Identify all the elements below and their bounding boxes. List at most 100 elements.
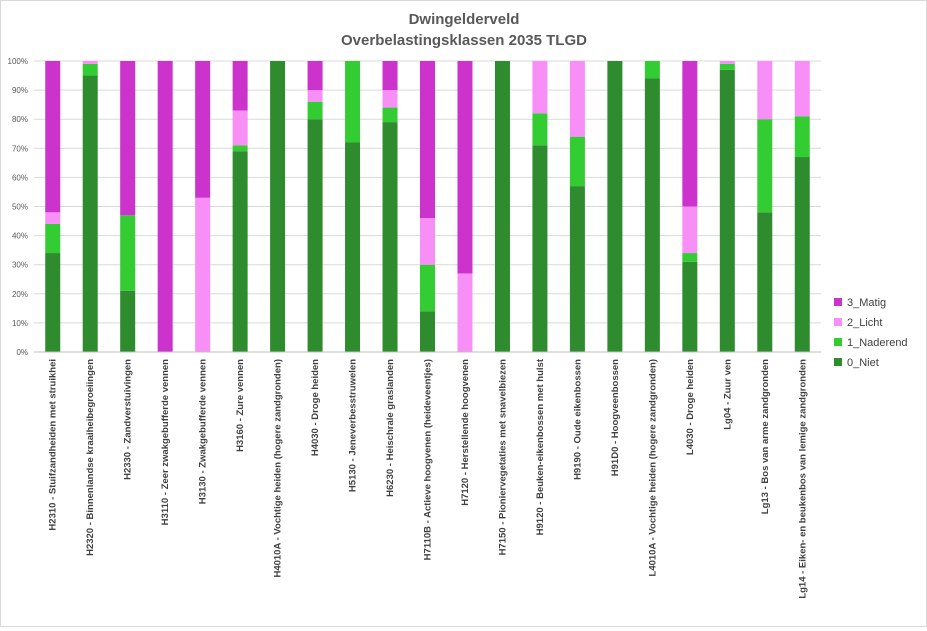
x-category-label: H3130 - Zwakgebufferde vennen — [198, 359, 209, 504]
y-tick-label: 0% — [16, 348, 28, 357]
bars — [45, 61, 810, 353]
x-category-label: H7120 - Herstellende hoogvenen — [460, 359, 471, 506]
bar-segment-1_naderend — [382, 107, 398, 123]
y-axis-tick-labels: 0% 10% 20% 30% 40% 50% 60% 70% 80% 90% 100% — [8, 57, 28, 357]
bar-segment-0_niet — [270, 61, 286, 352]
bar-segment-2_licht — [307, 90, 323, 102]
x-category-label: H9190 - Oude eikenbossen — [572, 359, 583, 480]
bar-segment-3_matig — [682, 61, 698, 207]
bar-segment-1_naderend — [345, 61, 361, 143]
bar-segment-2_licht — [45, 212, 61, 224]
bar-segment-2_licht — [719, 61, 735, 64]
bar-segment-1_naderend — [794, 116, 810, 158]
bar-segment-0_niet — [719, 69, 735, 352]
bar-segment-3_matig — [120, 61, 136, 216]
chart-subtitle: Overbelastingsklassen 2035 TLGD — [341, 32, 587, 49]
bar-segment-0_niet — [794, 157, 810, 352]
x-category-label: H4010A - Vochtige heiden (hogere zandgro… — [273, 359, 284, 578]
x-category-label: L4010A - Vochtige heiden (hogere zandgro… — [647, 359, 658, 576]
y-tick-label: 20% — [12, 290, 28, 299]
x-category-label: H4030 - Droge heiden — [310, 359, 321, 456]
bar-segment-0_niet — [82, 75, 98, 353]
bar-segment-1_naderend — [532, 113, 548, 146]
bar-segment-0_niet — [232, 151, 248, 352]
x-axis-category-labels: H2310 - Stuifzandheiden met struikhei H23… — [48, 358, 809, 598]
x-category-label: Lg13 - Bos van arme zandgronden — [760, 359, 771, 514]
bar-segment-2_licht — [757, 61, 773, 120]
bar-segment-0_niet — [120, 290, 136, 352]
bar-segment-3_matig — [307, 61, 323, 91]
bar-segment-2_licht — [82, 61, 98, 64]
x-category-label: H3110 - Zeer zwakgebufferde vennen — [160, 359, 171, 526]
bar-segment-3_matig — [195, 61, 211, 198]
bar-segment-0_niet — [644, 78, 660, 353]
bar-segment-0_niet — [420, 311, 435, 352]
x-category-label: H7110B - Actieve hoogvenen (heideveentje… — [423, 359, 434, 560]
bar-segment-2_licht — [195, 197, 211, 352]
x-category-label: Lg14 - Eiken- en beukenbos van lemige za… — [797, 359, 808, 599]
bar-segment-1_naderend — [420, 264, 435, 312]
bar-segment-0_niet — [345, 142, 361, 352]
legend-swatch — [834, 338, 842, 346]
x-category-label: H2330 - Zandverstuivingen — [123, 359, 134, 480]
y-tick-label: 50% — [12, 203, 28, 212]
x-category-label: L4030 - Droge heiden — [685, 359, 696, 455]
bar-segment-0_niet — [607, 61, 623, 352]
y-tick-label: 90% — [12, 86, 28, 95]
bar-segment-1_naderend — [644, 61, 660, 79]
bar-segment-2_licht — [232, 110, 248, 146]
bar-segment-0_niet — [382, 122, 398, 352]
bar-segment-3_matig — [232, 61, 248, 111]
bar-segment-2_licht — [794, 61, 810, 117]
y-tick-label: 40% — [12, 232, 28, 241]
bar-segment-0_niet — [757, 212, 773, 352]
bar-segment-2_licht — [532, 61, 548, 114]
bar-segment-2_licht — [420, 218, 435, 265]
x-category-label: H2320 - Binnenlandse kraaiheibegroeiinge… — [85, 359, 96, 556]
bar-segment-1_naderend — [757, 119, 773, 213]
bar-segment-1_naderend — [569, 136, 585, 187]
legend-label: 3_Matig — [847, 297, 886, 309]
bar-segment-1_naderend — [232, 145, 248, 152]
x-category-label: H91D0 - Hoogveenbossen — [610, 359, 621, 476]
bar-segment-3_matig — [420, 61, 435, 219]
bar-segment-0_niet — [682, 261, 698, 352]
bar-segment-2_licht — [382, 90, 398, 108]
bar-segment-0_niet — [307, 119, 323, 352]
bar-segment-1_naderend — [307, 101, 323, 120]
bar-segment-0_niet — [494, 61, 510, 352]
legend-label: 0_Niet — [847, 357, 879, 369]
x-category-label: Lg04 - Zuur ven — [722, 359, 733, 430]
x-category-label: H3160 - Zure vennen — [235, 359, 246, 452]
legend-label: 1_Naderend — [847, 337, 908, 349]
bar-segment-0_niet — [569, 186, 585, 352]
bar-segment-1_naderend — [682, 253, 698, 262]
x-category-label: H6230 - Heischrale graslanden — [385, 359, 396, 497]
bar-segment-2_licht — [457, 273, 473, 352]
y-tick-label: 10% — [12, 319, 28, 328]
legend-label: 2_Licht — [847, 317, 882, 329]
bar-segment-2_licht — [682, 206, 698, 254]
bar-segment-2_licht — [569, 61, 585, 137]
x-category-label: H2310 - Stuifzandheiden met struikhei — [48, 359, 59, 531]
legend: 3_Matig 2_Licht 1_Naderend 0_Niet — [834, 297, 908, 369]
y-tick-label: 80% — [12, 115, 28, 124]
bar-segment-1_naderend — [719, 63, 735, 70]
bar-segment-0_niet — [45, 253, 61, 352]
y-tick-label: 60% — [12, 173, 28, 182]
y-tick-label: 30% — [12, 261, 28, 270]
legend-swatch — [834, 298, 842, 306]
bar-segment-1_naderend — [82, 63, 98, 76]
bar-segment-0_niet — [532, 145, 548, 352]
x-category-label: H7150 - Pioniervegetaties met snavelbiez… — [497, 359, 508, 556]
x-category-label: H9120 - Beuken-eikenbossen met hulst — [535, 358, 546, 535]
bar-segment-3_matig — [457, 61, 473, 274]
x-category-label: H5130 - Jeneverbesstruwelen — [348, 359, 359, 492]
legend-swatch — [834, 358, 842, 366]
bar-segment-1_naderend — [120, 215, 136, 291]
legend-swatch — [834, 318, 842, 326]
y-tick-label: 100% — [8, 57, 28, 66]
chart-title: Dwingelderveld — [409, 11, 520, 28]
